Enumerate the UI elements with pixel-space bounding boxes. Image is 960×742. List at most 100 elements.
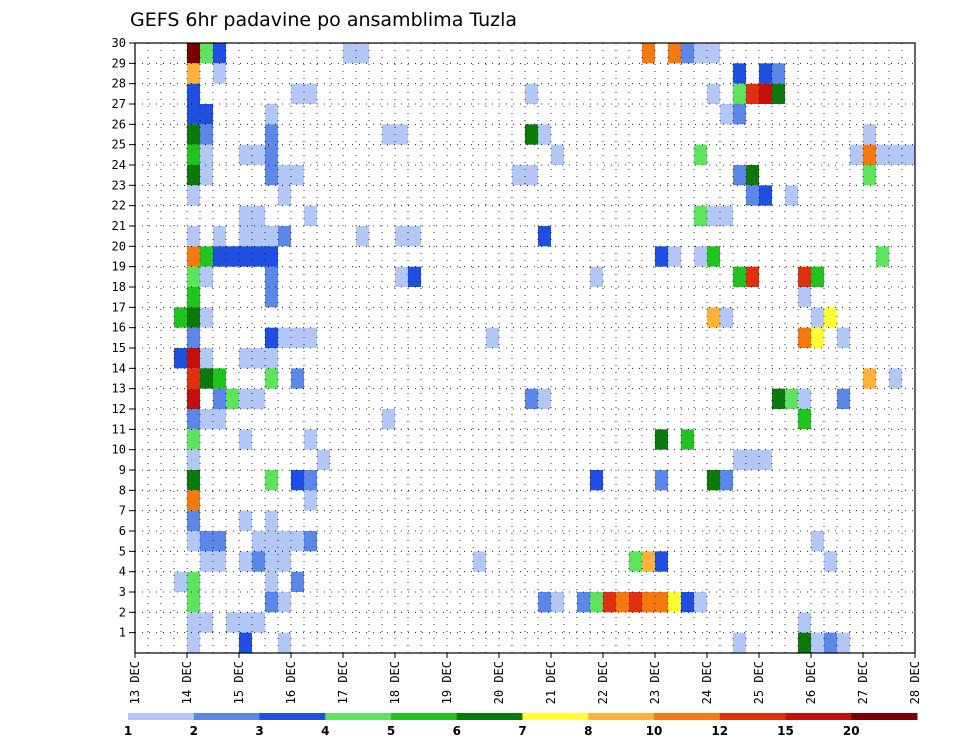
- heatmap-cell: [707, 246, 720, 267]
- heatmap-cell: [187, 612, 200, 633]
- heatmap-cell: [733, 449, 746, 470]
- heatmap-cell: [213, 246, 226, 267]
- y-tick-label: 29: [112, 56, 126, 70]
- heatmap-cell: [837, 632, 850, 653]
- heatmap-cell: [746, 83, 759, 104]
- y-tick-label: 30: [112, 36, 126, 50]
- heatmap-cell: [252, 246, 265, 267]
- heatmap-cell: [291, 368, 304, 389]
- heatmap-cell: [759, 185, 772, 206]
- heatmap-cell: [304, 470, 317, 491]
- heatmap-cell: [278, 592, 291, 613]
- heatmap-cell: [187, 266, 200, 287]
- heatmap-cell: [187, 490, 200, 511]
- x-tick-label: 20 DEC: [492, 661, 506, 704]
- chart-title: GEFS 6hr padavine po ansamblima Tuzla: [130, 9, 517, 31]
- y-tick-label: 18: [112, 280, 126, 294]
- heatmap-cell: [655, 470, 668, 491]
- heatmap-cell: [811, 531, 824, 552]
- heatmap-cell: [681, 429, 694, 450]
- heatmap-cell: [733, 165, 746, 186]
- heatmap-cell: [551, 592, 564, 613]
- heatmap-cell: [265, 266, 278, 287]
- heatmap-cell: [187, 43, 200, 64]
- heatmap-cell: [759, 449, 772, 470]
- y-tick-label: 12: [112, 402, 126, 416]
- heatmap-cell: [603, 592, 616, 613]
- heatmap-cell: [642, 592, 655, 613]
- heatmap-cell: [538, 592, 551, 613]
- heatmap-cell: [200, 43, 213, 64]
- x-tick-label: 17 DEC: [336, 661, 350, 704]
- heatmap-cell: [200, 144, 213, 165]
- heatmap-cell: [265, 368, 278, 389]
- y-tick-label: 11: [112, 422, 126, 436]
- y-tick-label: 20: [112, 239, 126, 253]
- heatmap-cell: [265, 531, 278, 552]
- heatmap-cell: [278, 327, 291, 348]
- colorbar-swatch: [325, 713, 392, 720]
- colorbar-swatch: [719, 713, 786, 720]
- y-tick-label: 15: [112, 341, 126, 355]
- x-tick-label: 25 DEC: [752, 661, 766, 704]
- heatmap-cell: [694, 43, 707, 64]
- heatmap-cell: [824, 632, 837, 653]
- heatmap-cell: [382, 409, 395, 430]
- heatmap-cell: [200, 368, 213, 389]
- colorbar-label: 2: [190, 724, 198, 738]
- colorbar-label: 12: [711, 724, 728, 738]
- heatmap-cell: [863, 144, 876, 165]
- heatmap-cell: [278, 226, 291, 247]
- heatmap-cell: [265, 592, 278, 613]
- heatmap-cell: [577, 592, 590, 613]
- heatmap-cell: [174, 348, 187, 369]
- heatmap-cell: [590, 470, 603, 491]
- heatmap-cell: [291, 83, 304, 104]
- heatmap-cell: [538, 124, 551, 145]
- heatmap-cell: [265, 551, 278, 572]
- y-tick-label: 22: [112, 199, 126, 213]
- heatmap-cell: [187, 307, 200, 328]
- heatmap-cell: [187, 144, 200, 165]
- heatmap-cell: [304, 490, 317, 511]
- heatmap-cell: [798, 612, 811, 633]
- y-tick-label: 1: [119, 626, 126, 640]
- heatmap-cell: [616, 592, 629, 613]
- colorbar-swatch: [391, 713, 458, 720]
- x-tick-label: 23 DEC: [648, 661, 662, 704]
- heatmap-cell: [863, 124, 876, 145]
- heatmap-cell: [187, 327, 200, 348]
- y-tick-label: 7: [119, 504, 126, 518]
- heatmap-cell: [889, 144, 902, 165]
- heatmap-cell: [187, 449, 200, 470]
- heatmap-cell: [785, 185, 798, 206]
- heatmap-cell: [798, 287, 811, 308]
- heatmap-cell: [239, 226, 252, 247]
- heatmap-cell: [304, 205, 317, 226]
- heatmap-cell: [252, 388, 265, 409]
- x-tick-label: 27 DEC: [856, 661, 870, 704]
- y-tick-label: 2: [119, 605, 126, 619]
- heatmap-cell: [759, 63, 772, 84]
- colorbar-label: 7: [518, 724, 526, 738]
- x-tick-label: 28 DEC: [908, 661, 922, 704]
- heatmap-cell: [551, 144, 564, 165]
- heatmap-cell: [226, 246, 239, 267]
- heatmap-cell: [252, 144, 265, 165]
- heatmap-cell: [291, 165, 304, 186]
- x-tick-label: 15 DEC: [232, 661, 246, 704]
- colorbar-swatch: [193, 713, 260, 720]
- heatmap-cell: [525, 165, 538, 186]
- heatmap-cell: [213, 551, 226, 572]
- colorbar-swatch: [456, 713, 523, 720]
- heatmap-cell: [187, 185, 200, 206]
- heatmap-cell: [694, 144, 707, 165]
- heatmap-cell: [265, 470, 278, 491]
- heatmap-cell: [187, 368, 200, 389]
- heatmap-cell: [252, 205, 265, 226]
- heatmap-cell: [187, 287, 200, 308]
- heatmap-cell: [681, 43, 694, 64]
- heatmap-cell: [629, 592, 642, 613]
- heatmap-cell: [824, 551, 837, 572]
